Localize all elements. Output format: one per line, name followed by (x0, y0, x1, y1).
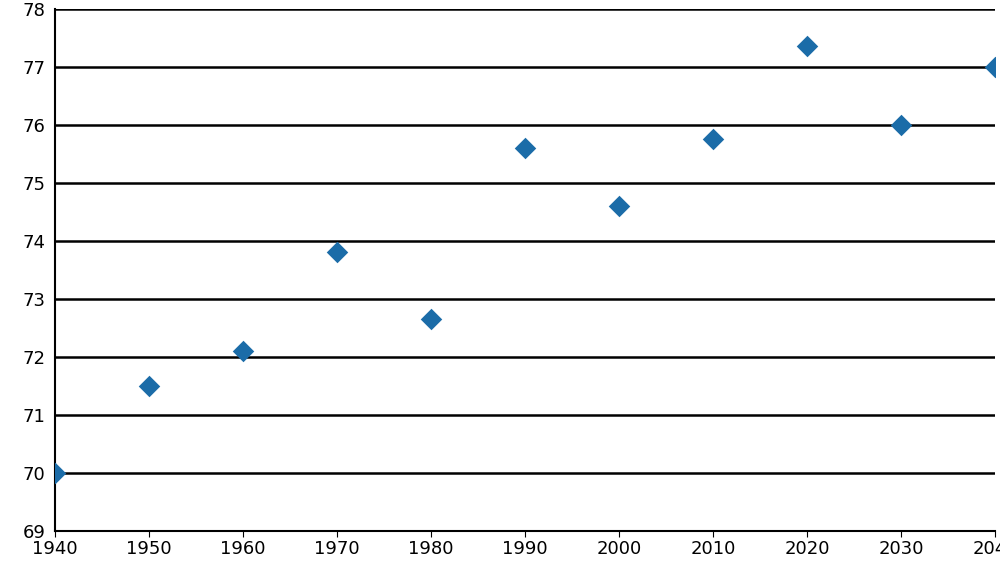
Point (705, 135, 721, 144)
Point (235, 346, 251, 356)
Point (517, 143, 533, 153)
Point (141, 381, 157, 390)
Point (987, 62, 1000, 71)
Point (423, 314, 439, 324)
Point (893, 120, 909, 129)
Point (611, 201, 627, 210)
Point (799, 42, 815, 51)
Point (329, 248, 345, 257)
Point (47, 468, 63, 477)
